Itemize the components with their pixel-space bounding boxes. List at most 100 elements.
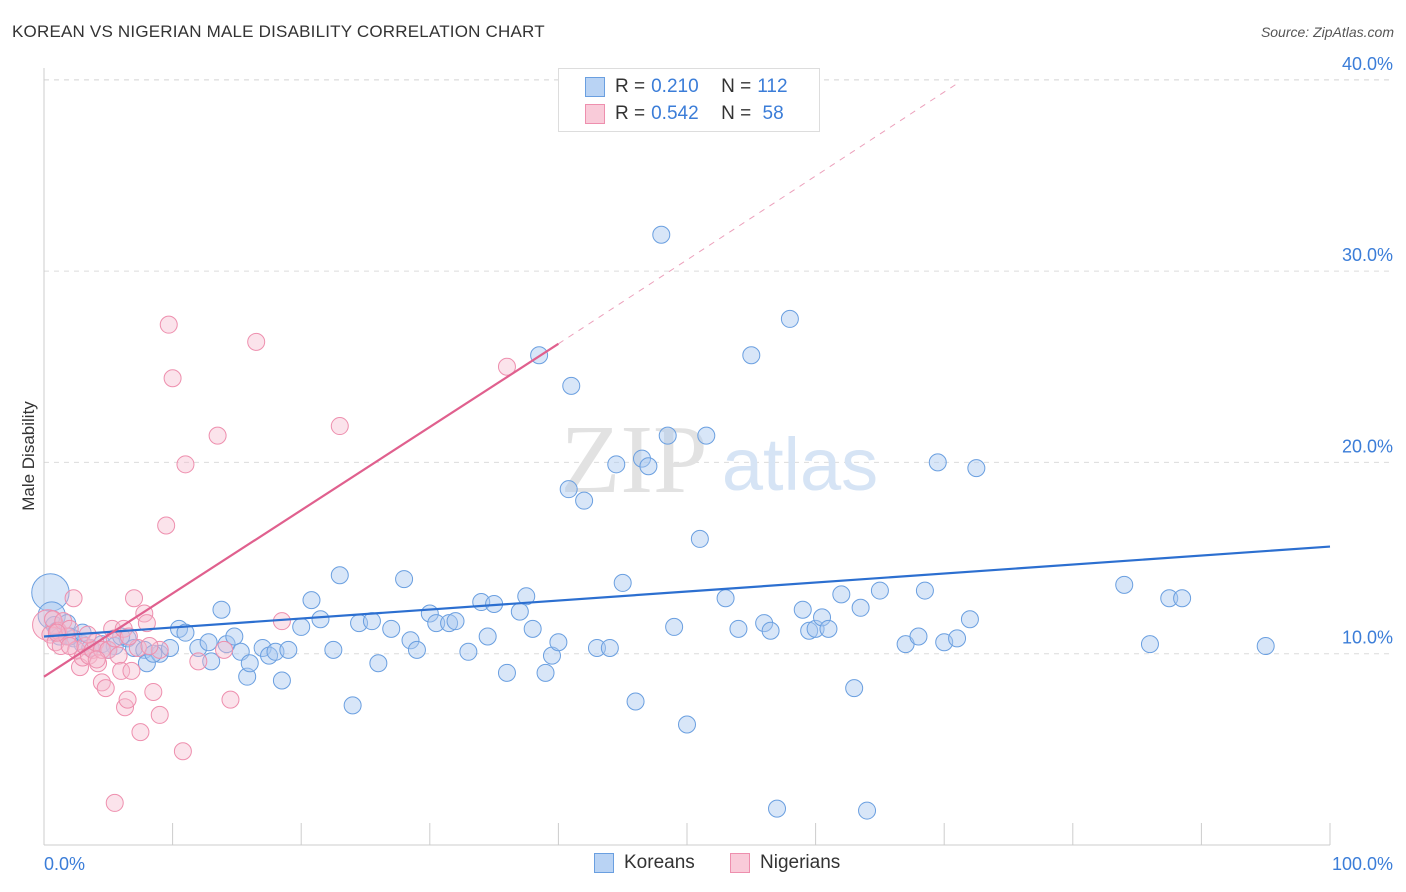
bottom-legend: Koreans Nigerians — [0, 852, 1406, 878]
korean-point — [852, 599, 869, 616]
korean-point — [679, 716, 696, 733]
korean-point — [859, 802, 876, 819]
korean-point — [200, 634, 217, 651]
nigerian-point — [151, 706, 168, 723]
korean-point — [961, 611, 978, 628]
legend-r-value-koreans: 0.210 — [651, 76, 721, 98]
y-tick-label: 40.0% — [1342, 54, 1393, 74]
korean-point — [1141, 636, 1158, 653]
nigerian-point — [158, 517, 175, 534]
korean-point — [524, 620, 541, 637]
watermark: ZIP atlas — [561, 406, 879, 514]
legend-row-nigerians: R = 0.542 N = 58 — [585, 101, 784, 127]
korean-point — [968, 460, 985, 477]
nigerian-point — [174, 743, 191, 760]
nigerian-point — [248, 333, 265, 350]
nigerian-point — [126, 590, 143, 607]
nigerian-point — [209, 427, 226, 444]
korean-point — [303, 592, 320, 609]
bottom-legend-swatch-nigerians — [730, 853, 750, 873]
legend-r-label: R = — [615, 103, 645, 125]
korean-point — [325, 641, 342, 658]
grid — [44, 80, 1392, 654]
korean-point — [479, 628, 496, 645]
korean-point — [511, 603, 528, 620]
korean-point — [273, 672, 290, 689]
scatter-chart: ZIP atlas 10.0%20.0%30.0%40.0%0.0% 100.0%… — [0, 0, 1406, 892]
legend-swatch-nigerians — [585, 104, 605, 124]
legend-row-koreans: R = 0.210 N = 112 — [585, 74, 788, 100]
legend-n-value-nigerians: 58 — [757, 103, 783, 125]
legend-n-label: N = — [721, 103, 751, 125]
bottom-legend-koreans: Koreans — [594, 852, 695, 874]
korean-point — [614, 574, 631, 591]
nigerian-point — [145, 683, 162, 700]
nigerian-point — [160, 316, 177, 333]
korean-point — [833, 586, 850, 603]
korean-point — [730, 620, 747, 637]
korean-point — [743, 347, 760, 364]
korean-point — [871, 582, 888, 599]
nigerian-point — [222, 691, 239, 708]
nigerian-point — [97, 680, 114, 697]
korean-point — [1174, 590, 1191, 607]
nigerian-point — [177, 456, 194, 473]
nigerian-point — [331, 418, 348, 435]
korean-point — [691, 530, 708, 547]
korean-point — [949, 630, 966, 647]
korean-point — [601, 639, 618, 656]
korean-point — [447, 613, 464, 630]
korean-point — [460, 643, 477, 660]
bottom-legend-label-koreans: Koreans — [624, 852, 695, 874]
korean-point — [1116, 576, 1133, 593]
korean-point — [280, 641, 297, 658]
nigerian-point — [216, 641, 233, 658]
legend-swatch-koreans — [585, 77, 605, 97]
korean-point — [794, 601, 811, 618]
nigerian-point — [119, 691, 136, 708]
trend-lines — [44, 84, 1330, 677]
y-tick-label: 10.0% — [1342, 628, 1393, 648]
korean-point — [910, 628, 927, 645]
legend: R = 0.210 N = 112 R = 0.542 N = 58 — [558, 68, 820, 132]
korean-point — [659, 427, 676, 444]
legend-n-label: N = — [721, 76, 751, 98]
korean-point — [640, 458, 657, 475]
korean-point — [344, 697, 361, 714]
nigerian-point — [123, 662, 140, 679]
korean-point — [698, 427, 715, 444]
bottom-legend-swatch-koreans — [594, 853, 614, 873]
korean-point — [717, 590, 734, 607]
nigerian-point — [164, 370, 181, 387]
korean-point — [820, 620, 837, 637]
korean-point — [563, 377, 580, 394]
legend-r-label: R = — [615, 76, 645, 98]
korean-point — [576, 492, 593, 509]
korean-point — [383, 620, 400, 637]
korean-point — [408, 641, 425, 658]
korean-point — [769, 800, 786, 817]
nigerian-point — [190, 653, 207, 670]
nigerian-point — [106, 794, 123, 811]
y-axis-title: Male Disability — [19, 401, 38, 511]
korean-point — [363, 613, 380, 630]
korean-point — [781, 310, 798, 327]
korean-point — [550, 634, 567, 651]
korean-point — [396, 571, 413, 588]
korean-point — [537, 664, 554, 681]
nigerian-point — [132, 724, 149, 741]
korean-point — [241, 655, 258, 672]
korean-trend-line — [44, 547, 1330, 637]
nigerian-point — [48, 624, 65, 641]
bottom-legend-nigerians: Nigerians — [730, 852, 840, 874]
y-tick-label: 30.0% — [1342, 245, 1393, 265]
legend-r-value-nigerians: 0.542 — [651, 103, 721, 125]
korean-point — [846, 680, 863, 697]
nigerian-point — [110, 647, 127, 664]
korean-point — [498, 664, 515, 681]
bottom-legend-label-nigerians: Nigerians — [760, 852, 840, 874]
korean-point — [213, 601, 230, 618]
korean-point — [1257, 638, 1274, 655]
korean-point — [560, 481, 577, 498]
korean-point — [370, 655, 387, 672]
